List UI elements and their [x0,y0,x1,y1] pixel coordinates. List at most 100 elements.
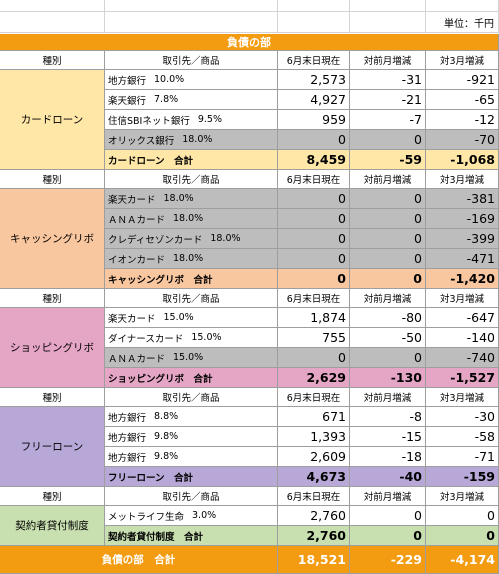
value-end-of-june[interactable]: 4,927 [278,90,350,110]
header-vs-prev-month[interactable]: 対前月増減 [350,170,426,189]
value-vs-prev-month[interactable]: 0 [350,209,426,229]
value-vs-prev-month[interactable]: 0 [350,229,426,249]
value-vs-march[interactable]: -471 [426,249,499,269]
value-vs-prev-month[interactable]: -50 [350,328,426,348]
value-vs-march[interactable]: -58 [426,427,499,447]
partner-cell[interactable]: 楽天カード 18.0% [105,189,278,209]
value-end-of-june[interactable]: 1,393 [278,427,350,447]
value-vs-prev-month[interactable]: -7 [350,110,426,130]
header-partner[interactable]: 取引先／商品 [105,487,278,506]
grand-total-end-of-june[interactable]: 18,521 [278,546,350,574]
subtotal-end-of-june[interactable]: 4,673 [278,467,350,487]
value-end-of-june[interactable]: 0 [278,189,350,209]
value-vs-march[interactable]: -740 [426,348,499,368]
subtotal-end-of-june[interactable]: 2,629 [278,368,350,388]
empty-cell[interactable] [278,0,350,12]
unit-label[interactable]: 単位：千円 [426,12,499,33]
subtotal-end-of-june[interactable]: 0 [278,269,350,289]
section-title[interactable]: 負債の部 [0,34,499,51]
subtotal-label[interactable]: 契約者貸付制度 合計 [105,526,278,546]
value-vs-prev-month[interactable]: -21 [350,90,426,110]
partner-cell[interactable]: 地方銀行 8.8% [105,407,278,427]
subtotal-vs-march[interactable]: -1,527 [426,368,499,388]
header-partner[interactable]: 取引先／商品 [105,388,278,407]
value-vs-prev-month[interactable]: -15 [350,427,426,447]
empty-cell[interactable] [0,0,105,12]
value-end-of-june[interactable]: 0 [278,209,350,229]
header-type[interactable]: 種別 [0,388,105,407]
grand-total-vs-march[interactable]: -4,174 [426,546,499,574]
subtotal-vs-march[interactable]: -1,420 [426,269,499,289]
value-end-of-june[interactable]: 2,760 [278,506,350,526]
header-end-of-june[interactable]: 6月末日現在 [278,289,350,308]
empty-cell[interactable] [350,0,426,12]
value-end-of-june[interactable]: 755 [278,328,350,348]
subtotal-end-of-june[interactable]: 2,760 [278,526,350,546]
value-end-of-june[interactable]: 2,573 [278,70,350,90]
category-cell[interactable]: ショッピングリボ [0,308,105,388]
subtotal-label[interactable]: フリーローン 合計 [105,467,278,487]
grand-total-vs-prev-month[interactable]: -229 [350,546,426,574]
header-type[interactable]: 種別 [0,289,105,308]
subtotal-vs-prev-month[interactable]: 0 [350,526,426,546]
partner-cell[interactable]: ＡＮＡカード 15.0% [105,348,278,368]
empty-cell[interactable] [350,12,426,33]
header-vs-prev-month[interactable]: 対前月増減 [350,51,426,70]
value-vs-march[interactable]: -65 [426,90,499,110]
subtotal-vs-prev-month[interactable]: 0 [350,269,426,289]
value-vs-march[interactable]: -12 [426,110,499,130]
category-cell[interactable]: フリーローン [0,407,105,487]
partner-cell[interactable]: クレディセゾンカード 18.0% [105,229,278,249]
value-vs-prev-month[interactable]: 0 [350,249,426,269]
subtotal-vs-prev-month[interactable]: -59 [350,150,426,170]
header-type[interactable]: 種別 [0,487,105,506]
value-vs-march[interactable]: -169 [426,209,499,229]
header-vs-prev-month[interactable]: 対前月増減 [350,388,426,407]
empty-cell[interactable] [105,0,278,12]
header-end-of-june[interactable]: 6月末日現在 [278,487,350,506]
partner-cell[interactable]: 楽天銀行 7.8% [105,90,278,110]
value-vs-march[interactable]: -70 [426,130,499,150]
subtotal-vs-march[interactable]: -1,068 [426,150,499,170]
category-cell[interactable]: 契約者貸付制度 [0,506,105,546]
partner-cell[interactable]: メットライフ生命 3.0% [105,506,278,526]
value-vs-prev-month[interactable]: 0 [350,130,426,150]
header-vs-prev-month[interactable]: 対前月増減 [350,289,426,308]
header-vs-march[interactable]: 対3月増減 [426,289,499,308]
value-vs-march[interactable]: -71 [426,447,499,467]
header-vs-march[interactable]: 対3月増減 [426,487,499,506]
value-vs-prev-month[interactable]: -80 [350,308,426,328]
partner-cell[interactable]: オリックス銀行 18.0% [105,130,278,150]
value-end-of-june[interactable]: 0 [278,249,350,269]
header-end-of-june[interactable]: 6月末日現在 [278,388,350,407]
grand-total-label[interactable]: 負債の部 合計 [0,546,278,574]
empty-cell[interactable] [0,12,105,33]
value-vs-march[interactable]: -399 [426,229,499,249]
value-vs-march[interactable]: -30 [426,407,499,427]
value-end-of-june[interactable]: 959 [278,110,350,130]
empty-cell[interactable] [426,0,499,12]
partner-cell[interactable]: 地方銀行 9.8% [105,447,278,467]
category-cell[interactable]: カードローン [0,70,105,170]
partner-cell[interactable]: 住信SBIネット銀行 9.5% [105,110,278,130]
value-vs-prev-month[interactable]: -31 [350,70,426,90]
value-end-of-june[interactable]: 671 [278,407,350,427]
header-partner[interactable]: 取引先／商品 [105,51,278,70]
value-vs-prev-month[interactable]: 0 [350,348,426,368]
header-end-of-june[interactable]: 6月末日現在 [278,170,350,189]
subtotal-label[interactable]: キャッシングリボ 合計 [105,269,278,289]
empty-cell[interactable] [278,12,350,33]
partner-cell[interactable]: 地方銀行 10.0% [105,70,278,90]
header-end-of-june[interactable]: 6月末日現在 [278,51,350,70]
header-partner[interactable]: 取引先／商品 [105,170,278,189]
value-vs-march[interactable]: 0 [426,506,499,526]
subtotal-vs-prev-month[interactable]: -40 [350,467,426,487]
subtotal-label[interactable]: ショッピングリボ 合計 [105,368,278,388]
category-cell[interactable]: キャッシングリボ [0,189,105,289]
value-vs-march[interactable]: -140 [426,328,499,348]
value-vs-march[interactable]: -647 [426,308,499,328]
subtotal-vs-march[interactable]: 0 [426,526,499,546]
header-type[interactable]: 種別 [0,170,105,189]
subtotal-vs-march[interactable]: -159 [426,467,499,487]
value-vs-march[interactable]: -381 [426,189,499,209]
